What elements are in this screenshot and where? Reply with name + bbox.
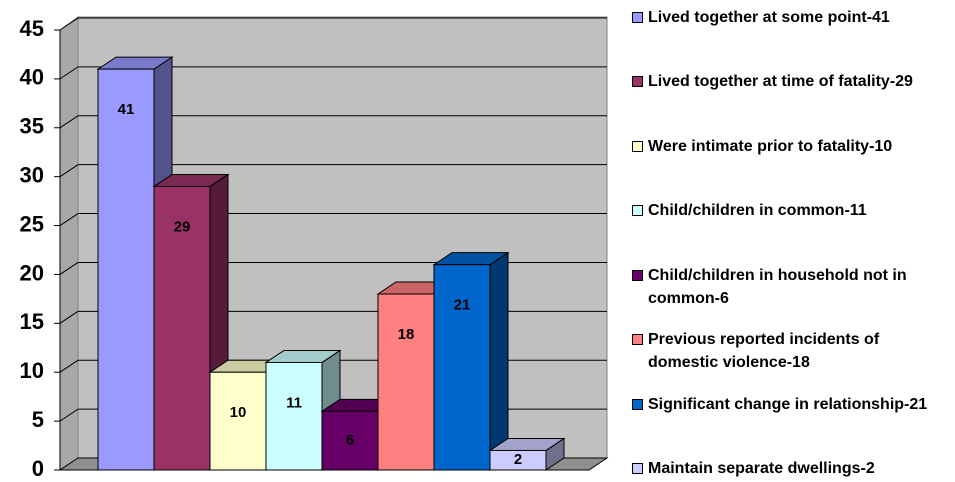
legend-label: Child/children in common-11 — [648, 202, 867, 220]
data-label: 6 — [346, 432, 354, 449]
y-tick-label: 0 — [32, 456, 44, 481]
bar — [321, 410, 379, 471]
legend-swatch — [632, 269, 643, 281]
grid-line — [59, 164, 79, 178]
grid-line — [59, 213, 79, 226]
data-label: 41 — [118, 101, 135, 118]
legend-label: Lived together at some point-41 — [648, 9, 890, 26]
legend-label: Previous reported incidents of domestic … — [648, 331, 880, 372]
y-tick-label: 35 — [20, 114, 44, 139]
legend-swatch — [632, 334, 643, 346]
legend-label: Lived together at time of fatality-29 — [648, 73, 913, 91]
data-label: 10 — [230, 404, 247, 421]
data-label: 29 — [174, 218, 191, 235]
grid-line — [59, 310, 79, 324]
bar — [153, 185, 211, 471]
data-label: 2 — [514, 451, 522, 468]
bar — [377, 293, 435, 471]
grid-line — [59, 262, 79, 275]
y-tick-label: 10 — [20, 358, 44, 383]
y-tick-label: 45 — [20, 16, 44, 41]
legend-label: Were intimate prior to fatality-10 — [648, 137, 893, 155]
legend-swatch — [632, 463, 643, 474]
side-wall — [59, 16, 79, 471]
legend-entry: Child/children in household not in commo… — [632, 264, 950, 310]
data-label: 21 — [454, 297, 471, 314]
legend-entry: Significant change in relationship-21 — [632, 393, 950, 416]
legend-swatch — [632, 76, 643, 88]
data-label: 11 — [286, 394, 302, 411]
grid-line — [59, 359, 79, 373]
legend-label: Maintain separate dwellings-2 — [648, 460, 875, 477]
data-label: 18 — [398, 326, 415, 343]
legend-swatch — [632, 12, 643, 23]
bar — [97, 68, 155, 471]
bar — [489, 449, 547, 471]
y-tick-label: 30 — [20, 162, 44, 187]
y-tick-label: 40 — [20, 65, 44, 90]
legend-swatch — [632, 140, 643, 152]
grid-line — [59, 408, 79, 422]
legend-label: Significant change in relationship-21 — [648, 395, 928, 413]
bar-side — [489, 251, 509, 471]
legend-entry: Were intimate prior to fatality-10 — [632, 135, 950, 158]
grid-line — [59, 17, 79, 31]
y-tick-label: 25 — [20, 211, 44, 236]
grid-line — [59, 66, 79, 80]
bar — [265, 361, 323, 471]
bar — [209, 371, 267, 471]
legend-entry: Previous reported incidents of domestic … — [632, 328, 950, 374]
legend-label: Child/children in household not in commo… — [648, 266, 907, 307]
grid-line — [59, 115, 79, 129]
legend-entry: Maintain separate dwellings-2 — [632, 457, 950, 480]
legend-entry: Lived together at some point-41 — [632, 6, 950, 29]
legend-entry: Lived together at time of fatality-29 — [632, 70, 950, 93]
legend-entry: Child/children in common-11 — [632, 199, 950, 222]
y-tick-label: 5 — [32, 407, 44, 432]
bar — [433, 264, 491, 471]
y-tick-label: 20 — [20, 260, 44, 285]
legend-swatch — [632, 398, 643, 410]
y-tick-label: 15 — [20, 309, 44, 334]
legend-swatch — [632, 205, 643, 217]
